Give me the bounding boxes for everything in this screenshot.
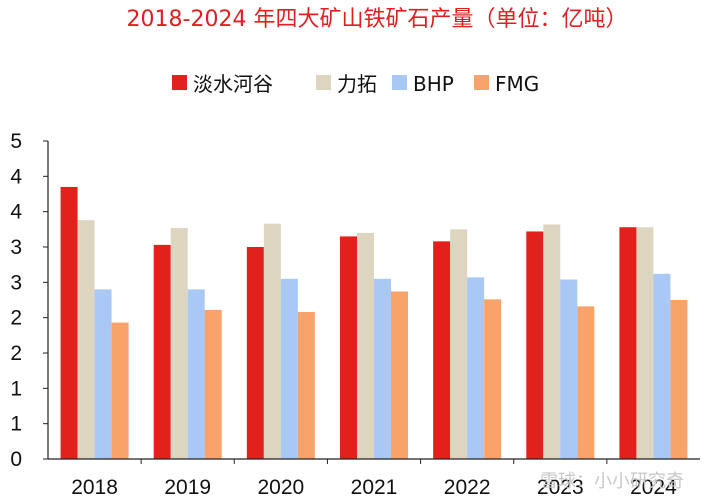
legend-swatch	[172, 75, 187, 90]
bar	[484, 299, 502, 459]
legend: 淡水河谷 力拓 BHP FMG	[172, 72, 539, 96]
bar	[636, 227, 654, 459]
bar	[374, 278, 391, 459]
bar	[543, 224, 561, 459]
series-2	[77, 220, 654, 459]
legend-label: 力拓	[337, 72, 377, 96]
y-tick-label: 4	[10, 201, 22, 224]
y-tick-label: 1	[10, 377, 22, 400]
x-tick-label: 2018	[71, 476, 118, 499]
bar	[577, 306, 595, 459]
bar	[357, 232, 374, 459]
legend-label: BHP	[413, 72, 454, 96]
legend-swatch	[474, 75, 489, 90]
bar	[619, 227, 637, 459]
bar	[670, 300, 688, 459]
y-tick-label: 4	[10, 165, 22, 188]
x-tick-label: 2024	[630, 476, 677, 499]
bar	[450, 229, 468, 459]
legend-swatch	[392, 75, 407, 90]
y-tick-label: 3	[10, 271, 22, 294]
legend-swatch	[316, 75, 331, 90]
bar	[263, 223, 281, 459]
x-tick-label: 2022	[444, 476, 491, 499]
y-tick-label: 5	[10, 130, 22, 153]
series-3	[94, 273, 671, 459]
y-axis: 0 1 1 2 2 3 3 4 4 5	[10, 130, 49, 471]
x-tick-label: 2023	[537, 476, 584, 499]
bar	[94, 289, 112, 459]
bar	[280, 278, 298, 459]
x-tick-label: 2019	[164, 476, 211, 499]
bar	[560, 279, 578, 459]
bar	[391, 291, 408, 459]
x-axis: 2018 2019 2020 2021 2022 2023 2024	[48, 458, 700, 499]
legend-label: FMG	[495, 72, 539, 96]
bar	[526, 231, 544, 459]
bar	[204, 309, 222, 459]
legend-label: 淡水河谷	[193, 72, 273, 96]
y-tick-label: 2	[10, 307, 22, 330]
bar	[153, 244, 171, 459]
series-1	[60, 186, 637, 459]
watermark-text: 雪球：小小研究奇	[540, 471, 684, 492]
x-tick-label: 2021	[351, 476, 398, 499]
bar	[170, 227, 188, 459]
bars	[60, 186, 688, 459]
y-tick-label: 0	[10, 448, 22, 471]
bar	[111, 322, 129, 459]
bar	[187, 289, 205, 459]
x-tick-label: 2020	[257, 476, 304, 499]
bar	[467, 277, 485, 459]
bar	[653, 273, 671, 459]
chart-title: 2018-2024 年四大矿山铁矿石产量（单位：亿吨）	[127, 7, 628, 32]
bar	[246, 247, 264, 459]
bar	[297, 312, 315, 459]
y-tick-label: 2	[10, 342, 22, 365]
y-tick-label: 3	[10, 236, 22, 259]
series-4	[111, 291, 688, 459]
y-tick-label: 1	[10, 413, 22, 436]
bar	[60, 186, 78, 459]
bar	[433, 241, 451, 459]
bar	[340, 236, 357, 459]
bar	[77, 220, 95, 459]
